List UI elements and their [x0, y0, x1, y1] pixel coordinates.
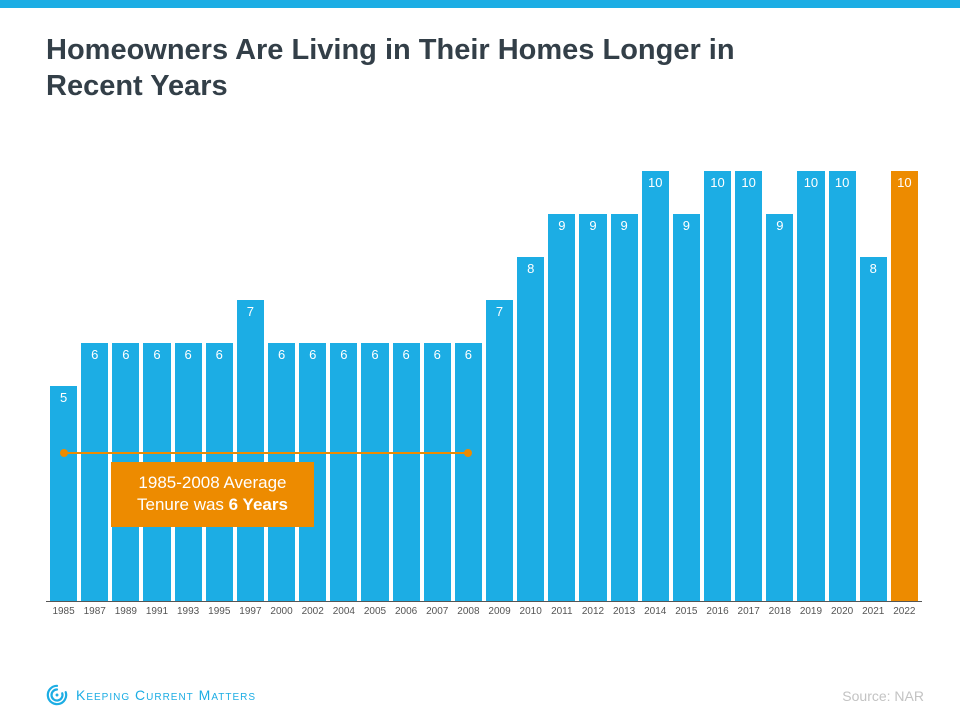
bar: 9 [611, 214, 638, 601]
annotation-line2-bold: 6 Years [229, 495, 288, 514]
x-tick: 2016 [704, 606, 731, 617]
annotation-span-line [64, 452, 469, 454]
bar-value-label: 10 [704, 175, 731, 190]
bar: 10 [735, 171, 762, 601]
bar: 9 [548, 214, 575, 601]
x-tick: 1991 [143, 606, 170, 617]
x-tick: 2017 [735, 606, 762, 617]
x-tick: 1989 [112, 606, 139, 617]
bar-value-label: 6 [268, 347, 295, 362]
bar-value-label: 5 [50, 390, 77, 405]
x-tick: 1987 [81, 606, 108, 617]
bar: 9 [579, 214, 606, 601]
bar-value-label: 6 [393, 347, 420, 362]
bar-value-label: 10 [642, 175, 669, 190]
bar-value-label: 6 [455, 347, 482, 362]
bar: 6 [424, 343, 451, 601]
bar: 9 [673, 214, 700, 601]
x-tick: 2004 [330, 606, 357, 617]
x-tick: 2013 [611, 606, 638, 617]
bar: 8 [517, 257, 544, 601]
bar-value-label: 10 [829, 175, 856, 190]
x-tick: 2008 [455, 606, 482, 617]
brand-text: Keeping Current Matters [76, 687, 256, 703]
x-tick: 2000 [268, 606, 295, 617]
bar-value-label: 9 [766, 218, 793, 233]
bar-value-label: 6 [206, 347, 233, 362]
bar-value-label: 9 [611, 218, 638, 233]
brand-logo: Keeping Current Matters [46, 684, 256, 706]
bar-value-label: 8 [860, 261, 887, 276]
annotation-line2-prefix: Tenure was [137, 495, 229, 514]
bar-value-label: 6 [330, 347, 357, 362]
bar-value-label: 6 [143, 347, 170, 362]
bar: 6 [361, 343, 388, 601]
x-tick: 2009 [486, 606, 513, 617]
chart-title: Homeowners Are Living in Their Homes Lon… [0, 8, 820, 105]
bar: 6 [455, 343, 482, 601]
x-tick: 2018 [766, 606, 793, 617]
tenure-bar-chart: 5666667666666678999109101091010810 19851… [46, 172, 922, 620]
bar-value-label: 7 [237, 304, 264, 319]
annotation-cap-left [60, 449, 68, 457]
x-tick: 2007 [424, 606, 451, 617]
bar: 10 [797, 171, 824, 601]
spiral-icon [46, 684, 68, 706]
bar-value-label: 9 [548, 218, 575, 233]
x-tick: 2002 [299, 606, 326, 617]
bar: 10 [891, 171, 918, 601]
bar: 6 [330, 343, 357, 601]
bar-value-label: 7 [486, 304, 513, 319]
bar-value-label: 6 [299, 347, 326, 362]
footer: Keeping Current Matters Source: NAR [0, 672, 960, 720]
x-axis: 1985 1987 1989 1991 1993 1995 1997 2000 2002 2004… [46, 602, 922, 617]
x-tick: 2010 [517, 606, 544, 617]
bar-value-label: 6 [112, 347, 139, 362]
x-tick: 2019 [797, 606, 824, 617]
bar-value-label: 8 [517, 261, 544, 276]
bar-container: 5666667666666678999109101091010810 [46, 172, 922, 602]
bar: 10 [642, 171, 669, 601]
annotation-line2: Tenure was 6 Years [137, 494, 288, 517]
bar-value-label: 9 [579, 218, 606, 233]
x-tick: 2005 [361, 606, 388, 617]
bar-value-label: 10 [735, 175, 762, 190]
x-tick: 2015 [673, 606, 700, 617]
bar-value-label: 9 [673, 218, 700, 233]
x-tick: 2020 [829, 606, 856, 617]
x-tick: 1985 [50, 606, 77, 617]
bar-value-label: 6 [81, 347, 108, 362]
bar-value-label: 6 [175, 347, 202, 362]
bar-value-label: 10 [891, 175, 918, 190]
bar: 9 [766, 214, 793, 601]
top-bar [0, 0, 960, 8]
bar-value-label: 10 [797, 175, 824, 190]
bar: 5 [50, 386, 77, 601]
annotation-box: 1985-2008 Average Tenure was 6 Years [111, 462, 314, 528]
bar: 8 [860, 257, 887, 601]
annotation-cap-right [464, 449, 472, 457]
annotation-line1: 1985-2008 Average [137, 472, 288, 495]
bar: 6 [393, 343, 420, 601]
x-tick: 1993 [175, 606, 202, 617]
bar: 10 [704, 171, 731, 601]
bar: 6 [81, 343, 108, 601]
x-tick: 2006 [393, 606, 420, 617]
x-tick: 2011 [548, 606, 575, 617]
bar: 7 [237, 300, 264, 601]
x-tick: 2021 [860, 606, 887, 617]
bar: 10 [829, 171, 856, 601]
bar-value-label: 6 [361, 347, 388, 362]
x-tick: 2012 [579, 606, 606, 617]
x-tick: 1997 [237, 606, 264, 617]
bar: 7 [486, 300, 513, 601]
source-text: Source: NAR [842, 688, 924, 704]
x-tick: 2022 [891, 606, 918, 617]
x-tick: 2014 [642, 606, 669, 617]
bar-value-label: 6 [424, 347, 451, 362]
x-tick: 1995 [206, 606, 233, 617]
